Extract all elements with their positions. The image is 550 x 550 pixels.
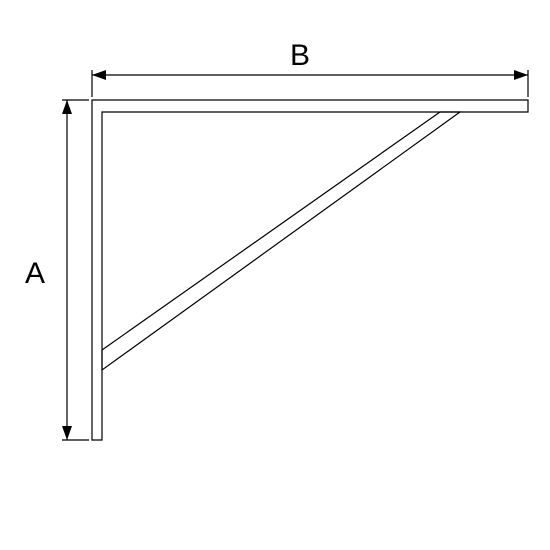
dimension-a: A xyxy=(25,100,89,440)
dimension-b: B xyxy=(92,39,528,97)
bracket-diagram: B A xyxy=(0,0,550,550)
dimension-b-label: B xyxy=(290,39,310,72)
bracket-brace xyxy=(102,112,460,370)
bracket-outline xyxy=(92,100,528,440)
dimension-a-label: A xyxy=(25,257,45,290)
